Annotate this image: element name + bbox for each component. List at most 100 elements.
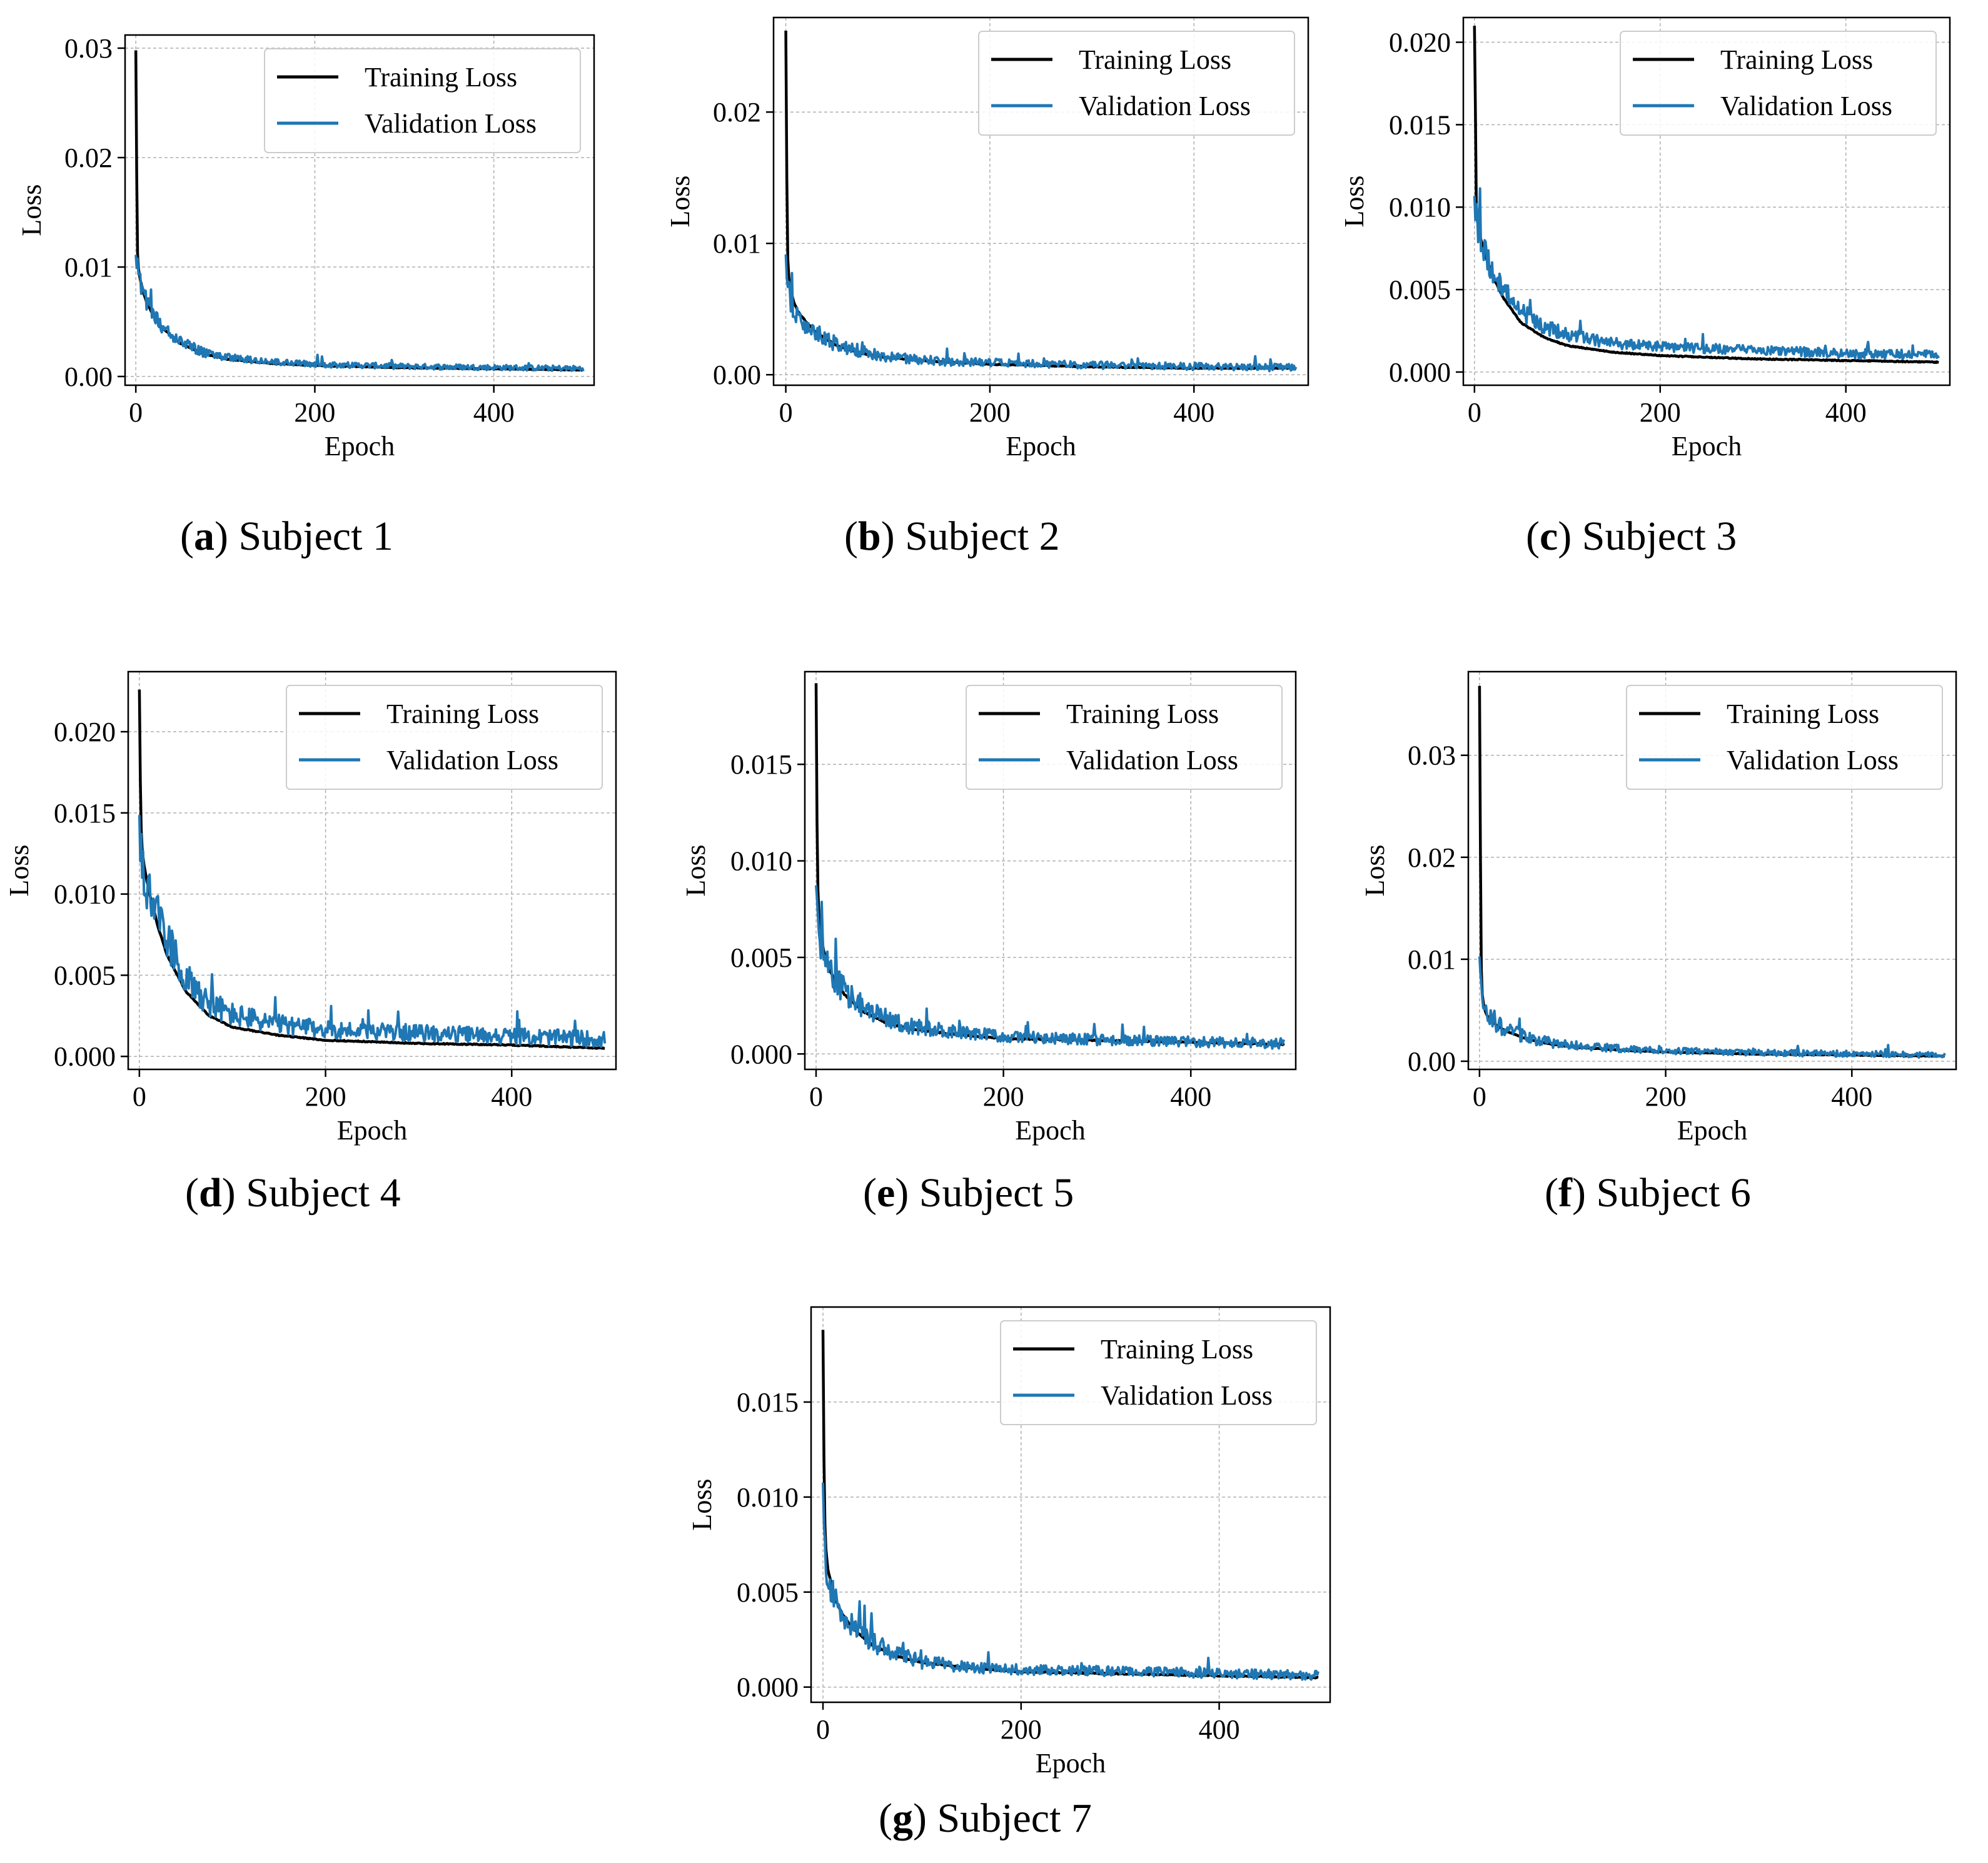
series-lines	[784, 30, 1298, 373]
legend-label: Validation Loss	[1101, 1380, 1273, 1411]
y-tick-label: 0.02	[64, 143, 113, 173]
legend-label: Validation Loss	[1727, 745, 1899, 775]
y-tick-label: 0.005	[1389, 275, 1451, 305]
caption-c: (c) Subject 3	[1526, 513, 1737, 559]
y-tick-label: 0.03	[1408, 740, 1456, 771]
y-tick-label: 0.000	[737, 1672, 799, 1703]
x-axis-label: Epoch	[1036, 1748, 1106, 1779]
chart-panel-g: 0 200 400 0.000 0.005 0.010 0.015 Epoch Loss Trai…	[663, 1295, 1338, 1863]
legend-label: Validation Loss	[365, 108, 537, 139]
chart-panel-b: 0 200 400 0.00 0.01 0.02 Epoch Loss Training Los…	[663, 0, 1338, 600]
x-tick-label: 200	[294, 397, 335, 428]
x-tick-label: 400	[1199, 1714, 1240, 1745]
caption-e: (e) Subject 5	[863, 1170, 1074, 1216]
y-tick-label: 0.03	[64, 33, 113, 64]
x-tick-label: 200	[305, 1081, 346, 1112]
legend-label: Training Loss	[386, 699, 539, 729]
legend-box	[264, 48, 581, 153]
axes: 0 200 400 0.00 0.01 0.02 0.03	[64, 33, 515, 428]
x-tick-label: 0	[779, 397, 793, 428]
training-loss-line	[1473, 26, 1939, 365]
grid	[805, 672, 1296, 1069]
y-tick-label: 0.005	[730, 942, 792, 973]
y-axis-label: Loss	[665, 175, 695, 227]
plot-frame	[804, 670, 1297, 1071]
x-axis-label: Epoch	[1672, 431, 1742, 462]
y-tick-label: 0.015	[54, 798, 116, 829]
chart-panel-e: 0 200 400 0.000 0.005 0.010 0.015 Epoch Loss Trai…	[663, 657, 1338, 1257]
y-tick-label: 0.01	[713, 228, 761, 259]
validation-loss-line	[815, 885, 1286, 1050]
plot-frame	[124, 34, 595, 386]
x-axis-label: Epoch	[1015, 1115, 1085, 1146]
x-tick-label: 200	[1640, 397, 1681, 428]
y-tick-label: 0.015	[1389, 109, 1451, 140]
series-lines	[821, 1330, 1319, 1681]
validation-loss-line	[134, 255, 585, 372]
legend: Training Loss Validation Loss	[1000, 1320, 1317, 1425]
legend: Training Loss Validation Loss	[1626, 685, 1943, 790]
plot-frame	[1462, 16, 1951, 386]
y-tick-label: 0.00	[713, 360, 761, 390]
legend-label: Validation Loss	[1720, 91, 1892, 121]
axes: 0 200 400 0.000 0.005 0.010 0.015 0.020	[1389, 28, 1867, 428]
y-tick-label: 0.015	[730, 749, 792, 780]
training-loss-line	[138, 689, 605, 1050]
y-axis-label: Loss	[1360, 844, 1390, 896]
legend-label: Training Loss	[1066, 699, 1219, 729]
y-axis-label: Loss	[4, 844, 34, 896]
legend: Training Loss Validation Loss	[286, 685, 603, 790]
y-tick-label: 0.01	[64, 252, 113, 283]
legend-label: Training Loss	[1101, 1334, 1253, 1365]
legend-box	[978, 31, 1295, 136]
y-tick-label: 0.005	[737, 1577, 799, 1608]
y-tick-label: 0.00	[1408, 1046, 1456, 1077]
y-tick-label: 0.010	[737, 1482, 799, 1513]
loss-chart-c: 0 200 400 0.000 0.005 0.010 0.015 0.020 Epoch Los…	[1339, 16, 1951, 462]
x-tick-label: 0	[133, 1081, 146, 1112]
axes: 0 200 400 0.00 0.01 0.02	[713, 97, 1214, 428]
y-tick-label: 0.000	[54, 1041, 116, 1072]
series-lines	[814, 683, 1286, 1050]
x-axis-label: Epoch	[337, 1115, 407, 1146]
x-tick-label: 400	[1831, 1081, 1872, 1112]
axes: 0 200 400 0.000 0.005 0.010 0.015 0.020	[54, 717, 532, 1112]
x-tick-label: 0	[809, 1081, 823, 1112]
y-tick-label: 0.005	[54, 960, 116, 991]
caption-d: (d) Subject 4	[185, 1170, 401, 1216]
x-tick-label: 200	[1645, 1081, 1687, 1112]
loss-chart-b: 0 200 400 0.00 0.01 0.02 Epoch Loss Training Los…	[665, 16, 1309, 462]
y-tick-label: 0.010	[54, 879, 116, 910]
x-tick-label: 400	[491, 1081, 532, 1112]
validation-loss-line	[1478, 956, 1946, 1059]
legend-box	[1000, 1320, 1317, 1425]
validation-loss-line	[138, 815, 607, 1048]
y-tick-label: 0.000	[730, 1039, 792, 1069]
chart-panel-c: 0 200 400 0.000 0.005 0.010 0.015 0.020 Epoch Los…	[1338, 0, 1988, 600]
y-tick-label: 0.000	[1389, 357, 1451, 388]
validation-loss-line	[784, 254, 1298, 373]
y-tick-label: 0.02	[713, 97, 761, 128]
series-lines	[134, 50, 585, 372]
legend-label: Validation Loss	[386, 745, 558, 775]
legend: Training Loss Validation Loss	[264, 48, 581, 153]
y-tick-label: 0.02	[1408, 842, 1456, 873]
validation-loss-line	[1473, 187, 1940, 360]
loss-chart-e: 0 200 400 0.000 0.005 0.010 0.015 Epoch Loss Trai…	[680, 670, 1297, 1146]
y-axis-label: Loss	[680, 844, 711, 896]
x-tick-label: 200	[983, 1081, 1024, 1112]
series-lines	[1478, 685, 1946, 1059]
plot-frame	[810, 1306, 1331, 1704]
x-tick-label: 200	[1001, 1714, 1042, 1745]
x-axis-label: Epoch	[325, 431, 395, 462]
axes: 0 200 400 0.000 0.005 0.010 0.015	[737, 1387, 1240, 1745]
x-axis-label: Epoch	[1677, 1115, 1747, 1146]
legend-label: Training Loss	[1079, 44, 1231, 75]
y-tick-label: 0.00	[64, 361, 113, 392]
caption-a: (a) Subject 1	[180, 513, 393, 559]
legend-label: Validation Loss	[1079, 91, 1251, 121]
x-axis-label: Epoch	[1006, 431, 1076, 462]
legend-label: Validation Loss	[1066, 745, 1238, 775]
loss-chart-a: 0 200 400 0.00 0.01 0.02 0.03 Epoch Loss Training…	[16, 33, 595, 462]
x-tick-label: 400	[473, 397, 515, 428]
